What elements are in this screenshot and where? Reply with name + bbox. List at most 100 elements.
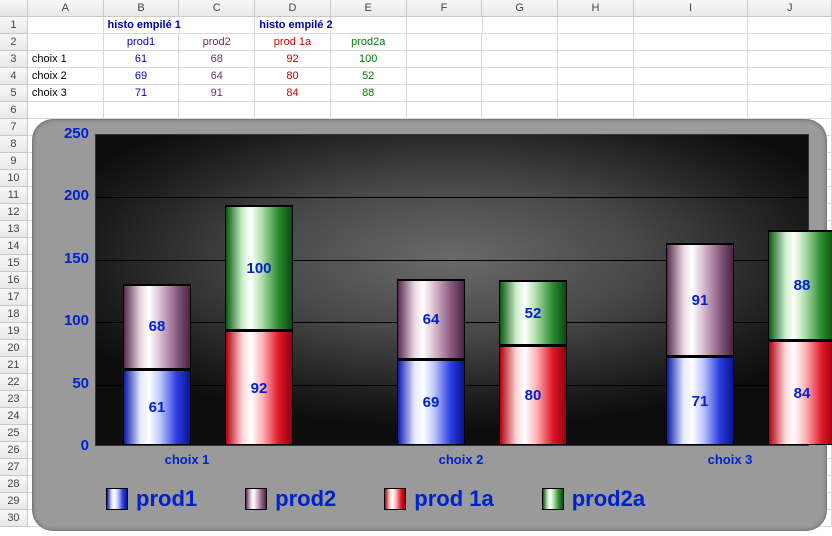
cell[interactable]: [748, 102, 832, 119]
cell[interactable]: [634, 17, 748, 34]
cell[interactable]: [28, 102, 104, 119]
cell[interactable]: [558, 34, 634, 51]
row-header[interactable]: 13: [0, 221, 28, 238]
col-header-G[interactable]: G: [482, 0, 558, 17]
cell[interactable]: [634, 85, 749, 102]
row-header[interactable]: 18: [0, 306, 28, 323]
row-header[interactable]: 10: [0, 170, 28, 187]
row-header[interactable]: 23: [0, 391, 28, 408]
row-header[interactable]: 20: [0, 340, 28, 357]
row-header[interactable]: 9: [0, 153, 28, 170]
row-header[interactable]: 26: [0, 442, 28, 459]
row-header[interactable]: 27: [0, 459, 28, 476]
row-header[interactable]: 12: [0, 204, 28, 221]
cell[interactable]: [482, 85, 558, 102]
col-header-D[interactable]: D: [255, 0, 331, 17]
corner-cell[interactable]: [0, 0, 28, 16]
cell[interactable]: [634, 34, 749, 51]
cell[interactable]: choix 3: [28, 85, 104, 102]
cell[interactable]: [558, 51, 634, 68]
row-header[interactable]: 4: [0, 68, 28, 85]
cell[interactable]: [407, 85, 483, 102]
cell[interactable]: [748, 17, 832, 34]
row-header[interactable]: 19: [0, 323, 28, 340]
row-header[interactable]: 7: [0, 119, 28, 136]
cell[interactable]: 64: [179, 68, 255, 85]
col-header-E[interactable]: E: [331, 0, 407, 17]
chart-object[interactable]: 6168921006964805271918488 prod1prod2prod…: [33, 120, 826, 530]
row-header[interactable]: 1: [0, 17, 28, 34]
cell[interactable]: choix 2: [28, 68, 104, 85]
row-header[interactable]: 11: [0, 187, 28, 204]
cell[interactable]: histo empilé 2: [255, 17, 331, 34]
row-header[interactable]: 28: [0, 476, 28, 493]
col-header-B[interactable]: B: [104, 0, 180, 17]
cell[interactable]: [634, 102, 749, 119]
cell[interactable]: [180, 17, 256, 34]
cell[interactable]: [558, 68, 634, 85]
row-header[interactable]: 30: [0, 510, 28, 527]
row-header[interactable]: 14: [0, 238, 28, 255]
row-header[interactable]: 15: [0, 255, 28, 272]
row-header[interactable]: 29: [0, 493, 28, 510]
cell[interactable]: prod2: [179, 34, 255, 51]
cell[interactable]: 52: [331, 68, 407, 85]
cell[interactable]: [331, 102, 407, 119]
row-header[interactable]: 22: [0, 374, 28, 391]
row-header[interactable]: 21: [0, 357, 28, 374]
cell[interactable]: histo empilé 1: [104, 17, 180, 34]
row-header[interactable]: 17: [0, 289, 28, 306]
cell[interactable]: [28, 34, 104, 51]
row-header[interactable]: 25: [0, 425, 28, 442]
cell[interactable]: [179, 102, 255, 119]
col-header-J[interactable]: J: [748, 0, 832, 17]
cell[interactable]: [634, 51, 749, 68]
cell[interactable]: [483, 17, 559, 34]
cell[interactable]: [407, 17, 483, 34]
row-header[interactable]: 16: [0, 272, 28, 289]
cell[interactable]: [482, 102, 558, 119]
cell[interactable]: [748, 85, 832, 102]
cell[interactable]: [331, 17, 407, 34]
cell[interactable]: [482, 68, 558, 85]
cell[interactable]: [558, 85, 634, 102]
col-header-A[interactable]: A: [28, 0, 104, 17]
cell[interactable]: [634, 68, 749, 85]
col-header-F[interactable]: F: [407, 0, 483, 17]
cell[interactable]: 100: [331, 51, 407, 68]
cell[interactable]: prod1: [104, 34, 180, 51]
cell[interactable]: [748, 51, 832, 68]
cell[interactable]: [104, 102, 180, 119]
cell[interactable]: [255, 102, 331, 119]
row-header[interactable]: 8: [0, 136, 28, 153]
cell[interactable]: [482, 34, 558, 51]
cell[interactable]: [748, 34, 832, 51]
cell[interactable]: [407, 102, 483, 119]
row-header[interactable]: 2: [0, 34, 28, 51]
row-header[interactable]: 6: [0, 102, 28, 119]
row-header[interactable]: 24: [0, 408, 28, 425]
col-header-C[interactable]: C: [179, 0, 255, 17]
cell[interactable]: [28, 17, 104, 34]
cell[interactable]: [558, 17, 634, 34]
col-header-I[interactable]: I: [634, 0, 749, 17]
cell[interactable]: 80: [255, 68, 331, 85]
cell[interactable]: 68: [179, 51, 255, 68]
cell[interactable]: prod2a: [331, 34, 407, 51]
cell[interactable]: 61: [104, 51, 180, 68]
cell[interactable]: [407, 68, 483, 85]
cell[interactable]: 88: [331, 85, 407, 102]
cell[interactable]: [407, 51, 483, 68]
cell[interactable]: [748, 68, 832, 85]
cell[interactable]: 69: [104, 68, 180, 85]
row-header[interactable]: 5: [0, 85, 28, 102]
cell[interactable]: [482, 51, 558, 68]
cell[interactable]: 91: [179, 85, 255, 102]
cell[interactable]: [407, 34, 483, 51]
col-header-H[interactable]: H: [558, 0, 634, 17]
cell[interactable]: [558, 102, 634, 119]
cell[interactable]: 71: [104, 85, 180, 102]
cell[interactable]: 84: [255, 85, 331, 102]
row-header[interactable]: 3: [0, 51, 28, 68]
cell[interactable]: choix 1: [28, 51, 104, 68]
